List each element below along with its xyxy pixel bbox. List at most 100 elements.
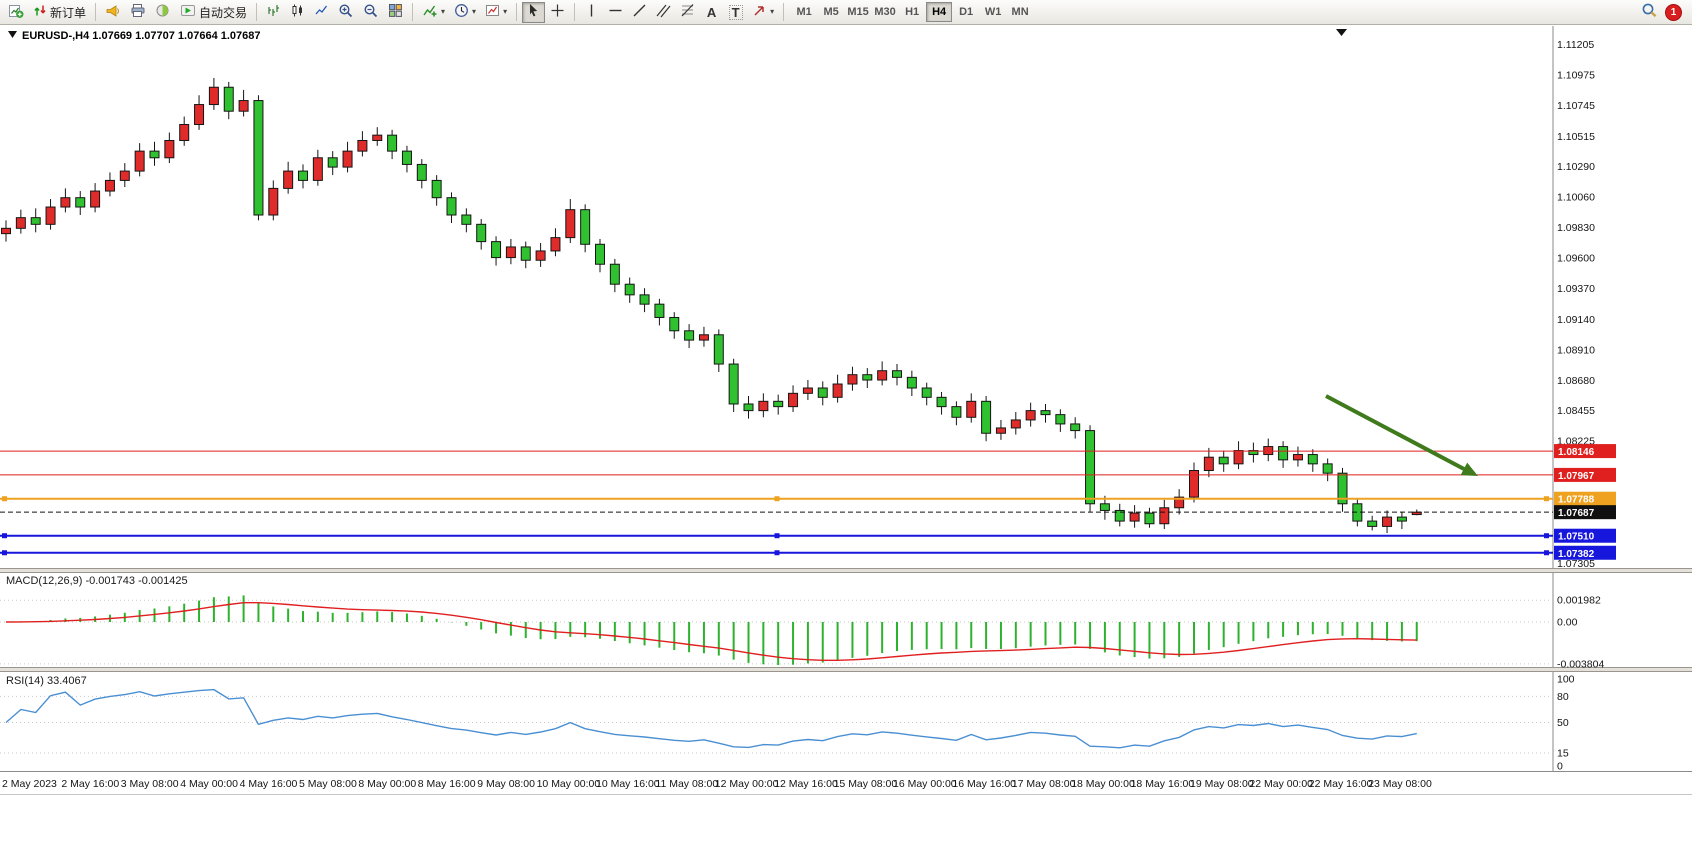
svg-text:1.09830: 1.09830 [1557, 222, 1595, 234]
timeframe-m30-button[interactable]: M30 [872, 2, 898, 22]
templates-button[interactable]: ▾ [481, 2, 511, 23]
svg-text:9 May 08:00: 9 May 08:00 [477, 778, 535, 790]
new-chart-icon [8, 3, 24, 22]
zoom-in-button[interactable] [334, 2, 358, 23]
svg-text:1.09140: 1.09140 [1557, 314, 1595, 326]
timeframe-h1-button[interactable]: H1 [899, 2, 925, 22]
channel-button[interactable] [652, 2, 675, 23]
new-chart-button[interactable] [4, 2, 28, 23]
price-axis[interactable]: 1.11205 1.10975 1.10745 1.10515 1.10290 1.100… [1557, 39, 1595, 570]
scroll-to-end-marker[interactable] [1336, 29, 1347, 36]
toolbar-separator [412, 3, 414, 21]
crosshair-button[interactable] [546, 2, 569, 23]
price-level-badge [1554, 444, 1616, 459]
level-handle [1544, 496, 1549, 502]
cursor-button[interactable] [522, 1, 546, 23]
tile-windows-icon [388, 3, 403, 21]
rsi-line [5, 688, 1417, 749]
level-handle [2, 533, 7, 539]
price-level-badge [1554, 505, 1616, 520]
chart-title: EURUSD-,H4 1.07669 1.07707 1.07664 1.076… [22, 30, 261, 42]
timeframe-d1-button[interactable]: D1 [953, 2, 979, 22]
svg-text:1.07967: 1.07967 [1558, 471, 1595, 482]
tile-windows-button[interactable] [384, 2, 407, 23]
level-handle [774, 533, 780, 539]
arrows-button[interactable]: ▾ [748, 2, 778, 23]
text-tool-icon: A [706, 4, 717, 20]
timeframe-m15-button[interactable]: M15 [845, 2, 871, 22]
svg-text:23 May 08:00: 23 May 08:00 [1368, 778, 1432, 790]
community-button[interactable] [151, 2, 175, 23]
text-label-button[interactable]: T [724, 2, 747, 23]
new-order-button[interactable]: 新订单 [29, 2, 90, 23]
svg-text:2 May 2023: 2 May 2023 [2, 778, 57, 790]
zoom-out-button[interactable] [359, 2, 383, 23]
symbol-dropdown-icon[interactable] [8, 31, 17, 38]
svg-text:-0.003804: -0.003804 [1557, 658, 1604, 670]
search-button[interactable] [1637, 2, 1662, 23]
auto-trading-button[interactable]: 自动交易 [176, 2, 251, 23]
svg-text:15 May 08:00: 15 May 08:00 [834, 778, 898, 790]
svg-text:5 May 08:00: 5 May 08:00 [299, 778, 357, 790]
toolbar-separator [256, 3, 258, 21]
new-order-label: 新订单 [50, 5, 87, 20]
timeframe-m5-button[interactable]: M5 [818, 2, 844, 22]
notification-badge[interactable]: 1 [1665, 3, 1682, 21]
periods-button[interactable]: ▾ [450, 2, 480, 23]
print-button[interactable] [126, 2, 150, 23]
channel-icon [656, 3, 671, 21]
svg-text:1.10745: 1.10745 [1557, 100, 1595, 112]
macd-panel: 0.001982 0.00 -0.003804 MACD(12,26,9) -0.00… [0, 575, 1604, 670]
svg-text:1.08680: 1.08680 [1557, 375, 1595, 387]
search-icon [1641, 2, 1658, 22]
chevron-down-icon: ▾ [441, 7, 446, 16]
vertical-line-button[interactable] [580, 2, 603, 23]
text-button[interactable]: A [700, 2, 723, 23]
timeframe-mn-button[interactable]: MN [1007, 2, 1033, 22]
community-icon [155, 3, 171, 22]
candlestick-mode-button[interactable] [286, 2, 309, 23]
toolbar-separator [783, 3, 785, 21]
svg-text:8 May 16:00: 8 May 16:00 [418, 778, 476, 790]
svg-text:11 May 08:00: 11 May 08:00 [655, 778, 718, 790]
level-handle [1544, 533, 1549, 539]
clock-icon [454, 3, 469, 21]
horn-icon [105, 3, 121, 22]
chevron-down-icon: ▾ [770, 7, 775, 16]
horn-button[interactable] [101, 2, 125, 23]
svg-text:80: 80 [1557, 691, 1569, 703]
timeframe-w1-button[interactable]: W1 [980, 2, 1006, 22]
line-chart-mode-button[interactable] [310, 2, 333, 23]
chart-frame [0, 26, 1692, 795]
svg-text:15: 15 [1557, 747, 1569, 759]
bar-chart-mode-button[interactable] [262, 2, 285, 23]
svg-text:100: 100 [1557, 674, 1575, 686]
svg-text:16 May 00:00: 16 May 00:00 [893, 778, 957, 790]
svg-text:1.09600: 1.09600 [1557, 253, 1595, 265]
fibonacci-button[interactable] [676, 2, 699, 23]
price-level-badge [1554, 545, 1616, 560]
price-level-badge [1554, 528, 1616, 543]
candlesticks [1, 77, 1422, 534]
text-label-icon: T [728, 4, 743, 20]
svg-text:1.10290: 1.10290 [1557, 161, 1595, 173]
toolbar-separator [95, 3, 97, 21]
timeframe-m1-button[interactable]: M1 [791, 2, 817, 22]
trendline-icon [632, 3, 647, 21]
horizontal-line-button[interactable] [604, 2, 627, 23]
timeframe-h4-button[interactable]: H4 [926, 2, 953, 22]
svg-text:1.10515: 1.10515 [1557, 131, 1595, 143]
indicators-button[interactable]: ▾ [418, 2, 449, 23]
svg-text:1.07687: 1.07687 [1558, 508, 1595, 519]
template-icon [485, 3, 500, 21]
auto-trading-label: 自动交易 [199, 5, 248, 20]
price-levels[interactable]: 1.08146 1.07967 1.07788 1.07687 1.07510 1.073… [0, 444, 1616, 560]
svg-text:50: 50 [1557, 717, 1569, 729]
svg-text:18 May 00:00: 18 May 00:00 [1071, 778, 1135, 790]
trend-arrow-annotation[interactable] [1325, 394, 1478, 476]
trendline-button[interactable] [628, 2, 651, 23]
svg-text:2 May 16:00: 2 May 16:00 [61, 778, 119, 790]
bar-chart-icon [266, 3, 281, 21]
time-axis[interactable]: 2 May 2023 2 May 16:00 3 May 08:00 4 May 00… [2, 778, 1432, 790]
